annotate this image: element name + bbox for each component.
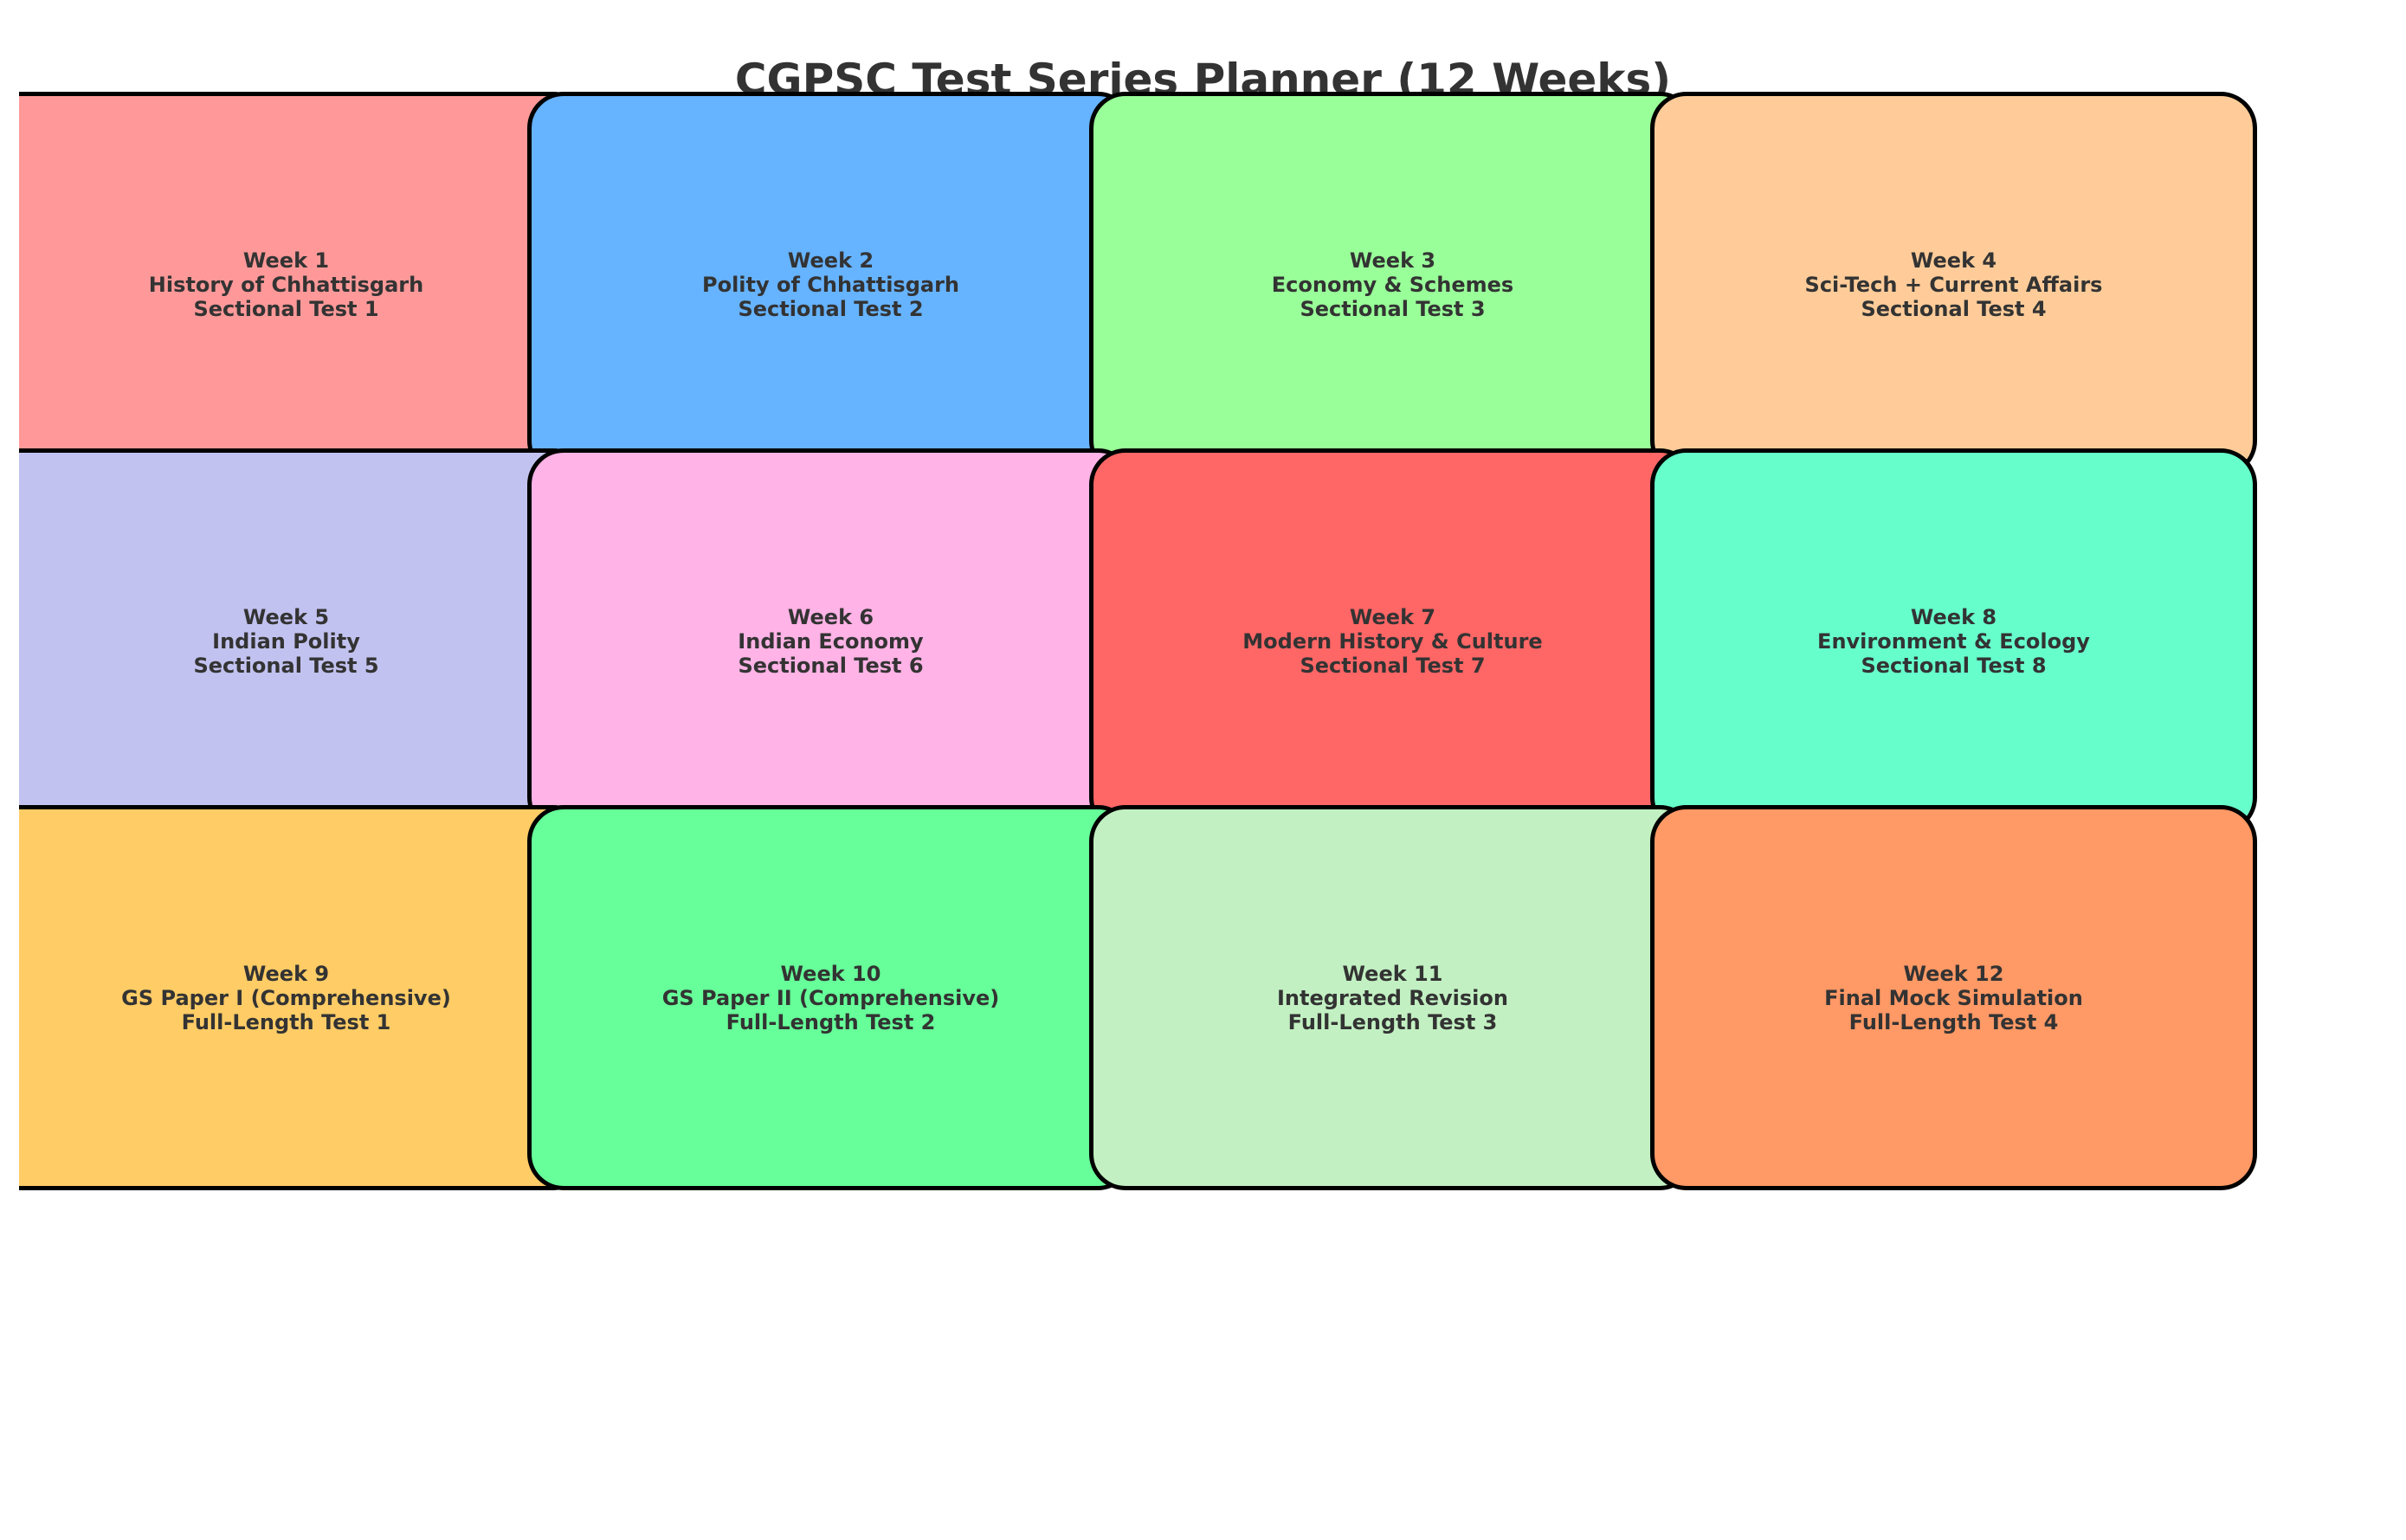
week-card-3: Week 3 Economy & Schemes Sectional Test … [1089,92,1696,477]
week-topic: Polity of Chhattisgarh [701,272,960,297]
week-label: Week 4 [1910,248,1997,273]
week-test: Full-Length Test 4 [1848,1009,2059,1034]
week-label: Week 1 [242,248,330,273]
week-test: Sectional Test 4 [1861,296,2047,321]
week-label: Week 8 [1910,604,1997,629]
week-test: Full-Length Test 3 [1287,1009,1498,1034]
week-card-10: Week 10 GS Paper II (Comprehensive) Full… [527,805,1134,1190]
week-topic: GS Paper II (Comprehensive) [661,985,1000,1010]
week-test: Sectional Test 7 [1300,653,1486,678]
week-topic: Economy & Schemes [1271,272,1514,297]
week-label: Week 10 [780,961,881,986]
week-test: Sectional Test 1 [193,296,379,321]
week-test: Sectional Test 8 [1861,653,2047,678]
week-card-12: Week 12 Final Mock Simulation Full-Lengt… [1650,805,2257,1190]
week-card-5: Week 5 Indian Polity Sectional Test 5 [0,448,590,834]
week-card-1: Week 1 History of Chhattisgarh Sectional… [0,92,590,477]
week-label: Week 2 [787,248,874,273]
week-topic: Environment & Ecology [1817,628,2090,654]
week-topic: Indian Economy [738,628,924,654]
week-card-11: Week 11 Integrated Revision Full-Length … [1089,805,1696,1190]
week-label: Week 5 [242,604,330,629]
week-label: Week 12 [1903,961,2004,986]
week-test: Sectional Test 3 [1300,296,1486,321]
week-label: Week 11 [1342,961,1443,986]
week-topic: Final Mock Simulation [1824,985,2083,1010]
week-test: Full-Length Test 1 [181,1009,391,1034]
week-card-4: Week 4 Sci-Tech + Current Affairs Sectio… [1650,92,2257,477]
week-card-9: Week 9 GS Paper I (Comprehensive) Full-L… [0,805,590,1190]
week-card-6: Week 6 Indian Economy Sectional Test 6 [527,448,1134,834]
week-topic: Integrated Revision [1277,985,1508,1010]
week-card-8: Week 8 Environment & Ecology Sectional T… [1650,448,2257,834]
left-clip-mask [0,0,19,1540]
week-test: Sectional Test 6 [738,653,924,678]
week-label: Week 9 [242,961,330,986]
week-card-2: Week 2 Polity of Chhattisgarh Sectional … [527,92,1134,477]
week-topic: Sci-Tech + Current Affairs [1804,272,2103,297]
week-topic: GS Paper I (Comprehensive) [121,985,451,1010]
week-label: Week 7 [1349,604,1436,629]
week-card-7: Week 7 Modern History & Culture Sectiona… [1089,448,1696,834]
week-test: Full-Length Test 2 [726,1009,936,1034]
week-topic: Indian Polity [212,628,360,654]
week-label: Week 6 [787,604,874,629]
week-topic: History of Chhattisgarh [148,272,424,297]
week-label: Week 3 [1349,248,1436,273]
week-test: Sectional Test 5 [193,653,379,678]
week-topic: Modern History & Culture [1242,628,1543,654]
week-test: Sectional Test 2 [738,296,924,321]
